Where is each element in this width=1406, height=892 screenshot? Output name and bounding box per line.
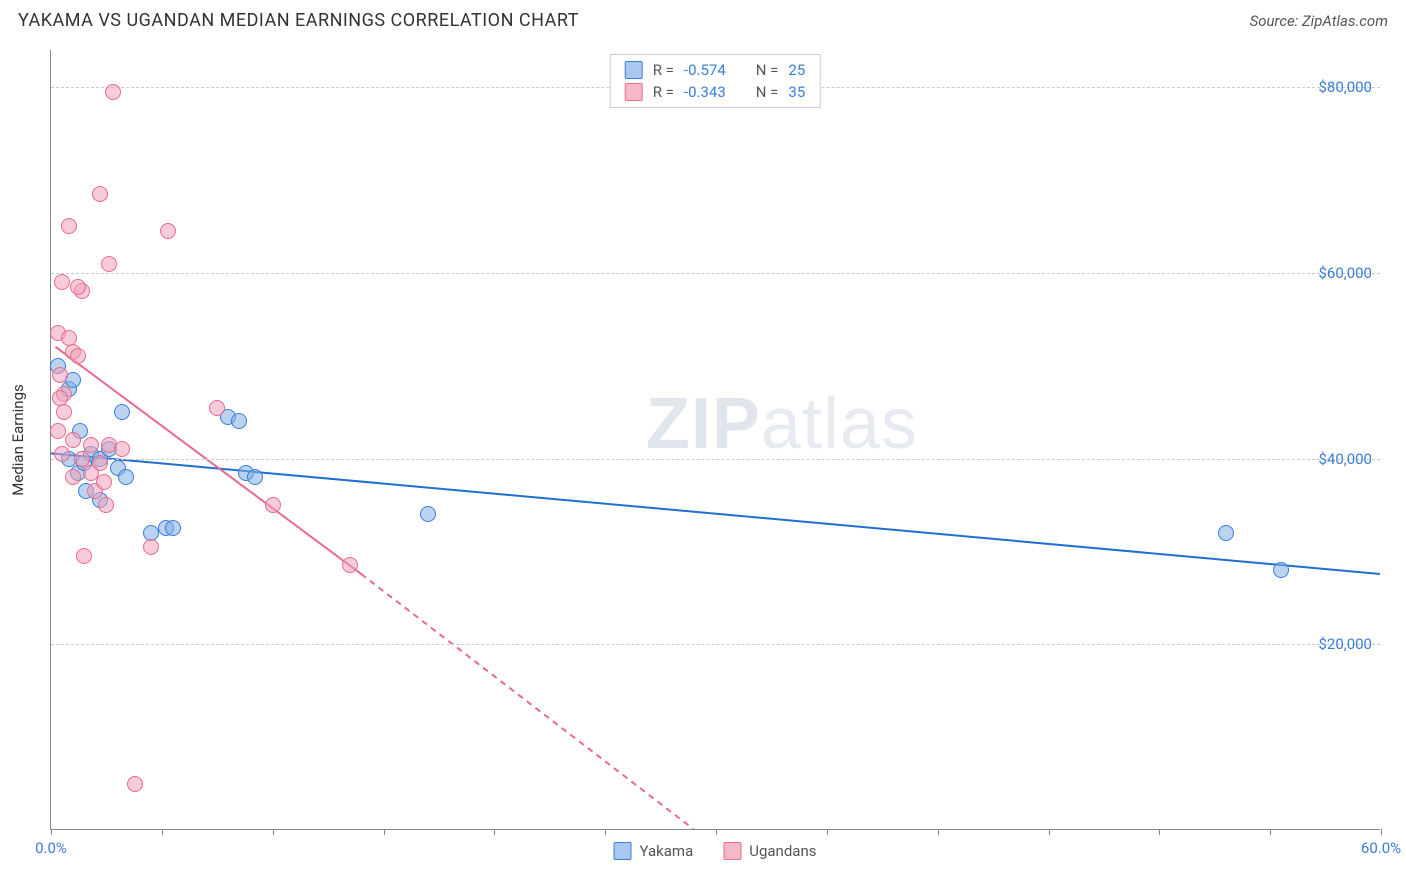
y-tick-label: $60,000 (1318, 264, 1372, 282)
y-axis-title: Median Earnings (9, 384, 27, 495)
scatter-point (209, 400, 225, 416)
x-tick (605, 829, 606, 835)
legend-n-value: 25 (788, 61, 805, 79)
x-tick (51, 829, 52, 835)
legend-swatch (625, 83, 643, 101)
scatter-point (265, 497, 281, 513)
scatter-point (70, 279, 86, 295)
scatter-point (83, 437, 99, 453)
x-tick (384, 829, 385, 835)
watermark-rest: atlas (761, 384, 918, 464)
x-tick (1381, 829, 1382, 835)
legend-n-label: N = (756, 61, 779, 79)
x-tick (1049, 829, 1050, 835)
x-tick (716, 829, 717, 835)
scatter-point (165, 520, 181, 536)
gridline (51, 273, 1380, 274)
trendline-extension (361, 574, 693, 829)
x-tick (1159, 829, 1160, 835)
scatter-point (342, 557, 358, 573)
source-label: Source: ZipAtlas.com (1250, 12, 1388, 30)
x-tick (162, 829, 163, 835)
scatter-point (70, 348, 86, 364)
watermark-bold: ZIP (646, 384, 761, 464)
legend-bottom-item: Ugandans (723, 842, 816, 860)
legend-r-value: -0.574 (684, 61, 726, 79)
legend-n-value: 35 (788, 83, 805, 101)
y-tick-label: $40,000 (1318, 450, 1372, 468)
legend-series-label: Yakama (640, 842, 694, 860)
scatter-point (118, 469, 134, 485)
legend-bottom-item: Yakama (614, 842, 694, 860)
scatter-point (54, 274, 70, 290)
legend-r-label: R = (653, 83, 674, 101)
plot-region: ZIPatlas $20,000$40,000$60,000$80,0000.0… (50, 50, 1380, 830)
y-tick-label: $80,000 (1318, 78, 1372, 96)
x-tick (494, 829, 495, 835)
scatter-point (52, 367, 68, 383)
legend-series-label: Ugandans (749, 842, 816, 860)
scatter-point (56, 404, 72, 420)
scatter-point (54, 446, 70, 462)
scatter-point (65, 432, 81, 448)
gridline (51, 459, 1380, 460)
x-tick (938, 829, 939, 835)
scatter-point (114, 441, 130, 457)
legend-swatch (723, 842, 741, 860)
scatter-point (114, 404, 130, 420)
x-tick (827, 829, 828, 835)
scatter-point (96, 474, 112, 490)
x-tick (273, 829, 274, 835)
scatter-point (92, 186, 108, 202)
scatter-point (231, 413, 247, 429)
legend-top-row: R = -0.574 N = 25 (625, 59, 806, 81)
legend-r-value: -0.343 (684, 83, 726, 101)
scatter-point (143, 539, 159, 555)
gridline (51, 644, 1380, 645)
legend-r-label: R = (653, 61, 674, 79)
scatter-point (76, 548, 92, 564)
scatter-point (1273, 562, 1289, 578)
scatter-point (98, 497, 114, 513)
scatter-point (247, 469, 263, 485)
legend-swatch (625, 61, 643, 79)
scatter-point (61, 218, 77, 234)
x-axis-label: 60.0% (1361, 839, 1401, 857)
legend-swatch (614, 842, 632, 860)
chart-title: YAKAMA VS UGANDAN MEDIAN EARNINGS CORREL… (18, 10, 579, 31)
scatter-point (420, 506, 436, 522)
y-tick-label: $20,000 (1318, 635, 1372, 653)
scatter-point (160, 223, 176, 239)
scatter-point (65, 469, 81, 485)
legend-bottom: Yakama Ugandans (614, 842, 817, 860)
legend-n-label: N = (756, 83, 779, 101)
scatter-point (127, 776, 143, 792)
trendlines-svg (51, 50, 1380, 829)
x-tick (1270, 829, 1271, 835)
chart-area: ZIPatlas $20,000$40,000$60,000$80,0000.0… (50, 50, 1380, 830)
scatter-point (50, 423, 66, 439)
legend-top: R = -0.574 N = 25 R = -0.343 N = 35 (610, 54, 821, 108)
scatter-point (1218, 525, 1234, 541)
x-axis-label: 0.0% (35, 839, 67, 857)
watermark: ZIPatlas (646, 383, 918, 465)
scatter-point (101, 256, 117, 272)
scatter-point (105, 84, 121, 100)
legend-top-row: R = -0.343 N = 35 (625, 81, 806, 103)
